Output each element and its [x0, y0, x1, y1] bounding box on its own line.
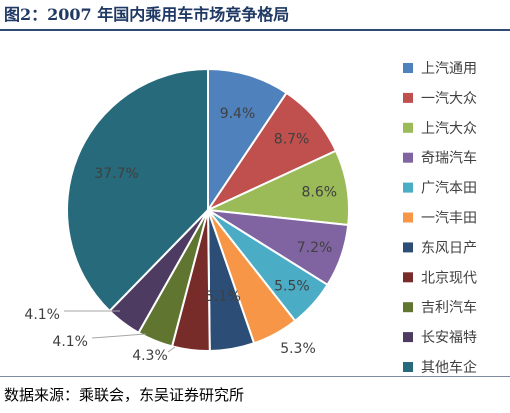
legend-label-3: 上汽大众 [421, 121, 477, 137]
legend-item-5: 广汽本田 [403, 181, 477, 197]
legend-swatch-10 [403, 332, 413, 343]
legend-label-4: 奇瑞汽车 [421, 150, 477, 167]
legend-item-1: 上汽通用 [403, 61, 477, 77]
data-label-5: 5.5% [274, 278, 310, 294]
data-label-10: 4.1% [24, 307, 60, 323]
legend-label-1: 上汽通用 [421, 61, 477, 77]
legend-item-4: 奇瑞汽车 [403, 150, 477, 167]
data-label-8: 4.3% [132, 348, 168, 364]
source-rule [0, 376, 510, 377]
legend-item-10: 长安福特 [403, 330, 477, 346]
legend-swatch-5 [403, 182, 413, 193]
data-label-6: 5.3% [280, 341, 316, 357]
legend-label-5: 广汽本田 [421, 181, 477, 197]
legend-swatch-3 [403, 122, 413, 133]
legend-swatch-11 [403, 362, 413, 372]
legend-item-8: 北京现代 [403, 270, 477, 286]
data-label-1: 9.4% [220, 106, 256, 122]
legend-swatch-8 [403, 272, 413, 283]
legend-label-6: 一汽丰田 [421, 211, 477, 227]
data-label-3: 8.6% [302, 185, 338, 201]
title-rule [0, 29, 510, 31]
chart-title: 图2：2007 年国内乘用车市场竞争格局 [4, 5, 290, 24]
legend-item-9: 吉利汽车 [403, 299, 477, 316]
pie-chart: 9.4% 8.7% 8.6% 7.2% 5.5% 5.3% 5.1% 4.3% 4.1% 4.1%… [24, 61, 477, 376]
legend-swatch-2 [403, 92, 413, 103]
legend-swatch-6 [403, 212, 413, 223]
data-label-11: 37.7% [94, 166, 138, 182]
legend-item-6: 一汽丰田 [403, 211, 477, 227]
legend-item-2: 一汽大众 [403, 91, 477, 107]
legend-label-2: 一汽大众 [421, 91, 477, 107]
legend-swatch-9 [403, 302, 413, 313]
data-label-2: 8.7% [274, 132, 310, 148]
legend-swatch-7 [403, 242, 413, 253]
pie-slice-11 [66, 67, 209, 313]
legend-item-3: 上汽大众 [403, 121, 477, 137]
legend-label-10: 长安福特 [421, 330, 477, 346]
legend-swatch-4 [403, 152, 413, 163]
pie-slice-1 [207, 67, 288, 214]
data-label-7: 5.1% [205, 289, 241, 305]
legend-item-11: 其他车企 [403, 359, 477, 376]
legend-label-11: 其他车企 [421, 359, 477, 376]
legend-swatch-1 [403, 63, 413, 73]
legend-item-7: 东风日产 [403, 240, 477, 256]
legend-label-9: 吉利汽车 [421, 299, 477, 316]
data-label-4: 7.2% [297, 240, 333, 256]
leader-line-8 [167, 346, 176, 353]
source-note: 数据来源：乘联会，东吴证券研究所 [4, 386, 245, 404]
legend-label-8: 北京现代 [421, 270, 477, 286]
legend-label-7: 东风日产 [421, 240, 477, 256]
leader-line-9 [91, 333, 147, 339]
data-label-9: 4.1% [52, 334, 88, 350]
